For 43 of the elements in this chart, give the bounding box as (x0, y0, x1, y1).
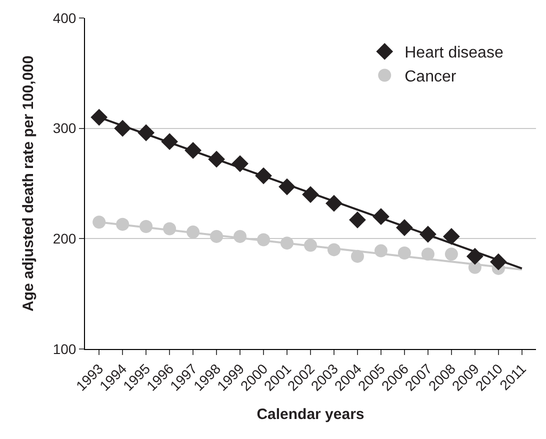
point (114, 120, 132, 137)
point (372, 208, 390, 226)
point (349, 211, 366, 228)
point (468, 260, 482, 274)
point (278, 178, 296, 196)
point (92, 216, 106, 229)
point (302, 186, 319, 203)
point (490, 253, 507, 270)
point (232, 155, 248, 172)
legend-label: Cancer (404, 68, 457, 86)
y-tick-label: 200 (52, 230, 76, 247)
legend-label: Heart disease (404, 44, 504, 62)
point (444, 248, 458, 261)
point (116, 218, 130, 231)
point (255, 167, 272, 184)
point (396, 219, 413, 236)
point (442, 228, 460, 245)
point (186, 226, 200, 239)
point (257, 233, 270, 246)
point (208, 150, 225, 168)
point (184, 142, 202, 159)
point (466, 248, 484, 265)
point (327, 243, 340, 256)
point (398, 246, 411, 260)
y-tick-label: 300 (52, 120, 76, 136)
point (350, 250, 364, 263)
point (374, 244, 388, 258)
point (280, 236, 294, 250)
point (210, 230, 224, 243)
point (138, 124, 155, 142)
point (163, 222, 176, 236)
x-axis-title: Calendar years (256, 406, 364, 423)
y-axis-title: Age adjusted death rate per 100,000 (20, 56, 38, 312)
point (140, 220, 153, 234)
point (90, 108, 108, 126)
point (326, 194, 342, 212)
point (161, 133, 178, 150)
point (420, 226, 436, 243)
point (304, 238, 317, 252)
point (421, 248, 434, 261)
point (234, 230, 247, 243)
y-tick-label: 400 (52, 10, 76, 26)
y-tick-label: 100 (52, 340, 76, 357)
